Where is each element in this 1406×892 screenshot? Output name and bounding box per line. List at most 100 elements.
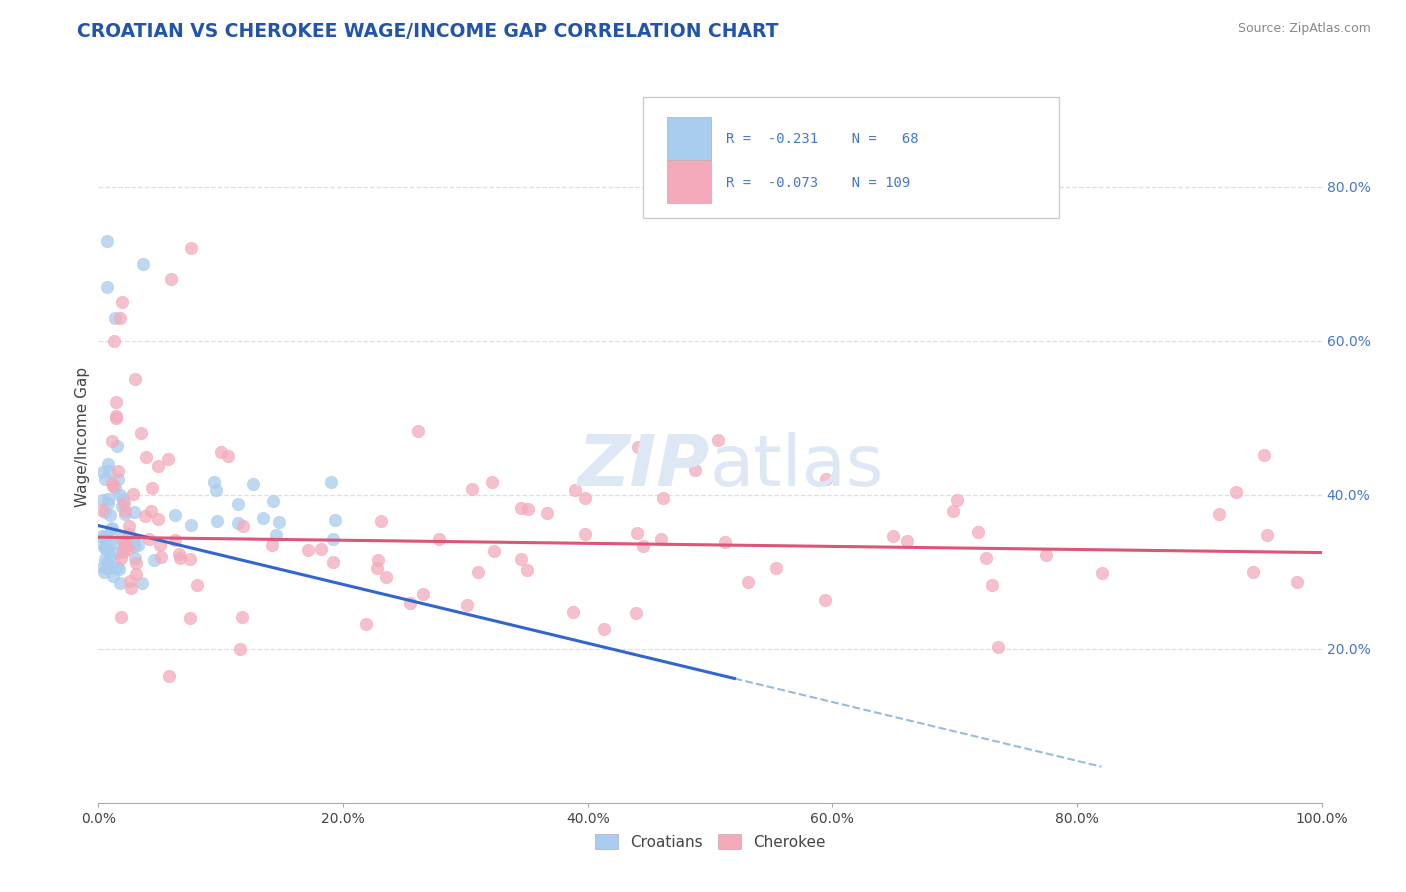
Point: [107, 562, 129, 576]
Point: [135, 450, 157, 465]
Point: [107, 472, 129, 486]
Point: [97, 496, 120, 510]
Point: [482, 544, 505, 558]
Point: [96, 234, 118, 248]
Point: [564, 483, 586, 497]
Point: [202, 475, 225, 489]
Point: [93, 465, 115, 479]
Point: [97, 457, 120, 471]
Point: [229, 642, 252, 657]
Point: [104, 310, 127, 325]
Point: [367, 552, 389, 566]
Point: [814, 472, 837, 486]
Point: [105, 559, 128, 574]
Point: [516, 564, 538, 578]
Point: [651, 491, 673, 505]
Point: [112, 491, 135, 506]
Point: [707, 434, 730, 448]
Point: [125, 556, 148, 570]
Point: [114, 508, 136, 522]
Point: [101, 434, 124, 448]
Y-axis label: Wage/Income Gap: Wage/Income Gap: [75, 367, 90, 508]
Point: [631, 539, 654, 553]
Point: [456, 598, 478, 612]
FancyBboxPatch shape: [668, 118, 711, 161]
Point: [325, 513, 347, 527]
Point: [882, 528, 904, 542]
Point: [100, 560, 122, 574]
Point: [217, 450, 239, 464]
Point: [93, 541, 115, 556]
Point: [105, 439, 128, 453]
Point: [186, 578, 208, 592]
Point: [814, 593, 837, 607]
Point: [252, 510, 274, 524]
Point: [297, 543, 319, 558]
Point: [260, 538, 283, 552]
Point: [412, 586, 434, 600]
Point: [97, 464, 120, 478]
Point: [97, 492, 120, 507]
Point: [399, 596, 422, 610]
Point: [232, 518, 254, 533]
Point: [118, 574, 141, 589]
Point: [167, 547, 190, 561]
Point: [122, 539, 145, 553]
Point: [179, 611, 201, 625]
Point: [96, 529, 118, 543]
Point: [942, 504, 965, 518]
Point: [94, 552, 117, 566]
Point: [481, 475, 503, 489]
Point: [967, 525, 990, 540]
Point: [104, 481, 127, 495]
Text: CROATIAN VS CHEROKEE WAGE/INCOME GAP CORRELATION CHART: CROATIAN VS CHEROKEE WAGE/INCOME GAP COR…: [77, 22, 779, 41]
Point: [134, 509, 156, 524]
Legend: Croatians, Cherokee: Croatians, Cherokee: [588, 826, 832, 857]
Point: [98, 508, 121, 522]
Point: [96, 541, 118, 556]
Point: [714, 535, 737, 549]
Point: [139, 504, 162, 518]
Point: [683, 463, 706, 477]
Point: [180, 242, 202, 256]
Point: [129, 426, 152, 441]
Point: [138, 532, 160, 546]
Point: [309, 541, 332, 556]
Point: [127, 538, 149, 552]
Point: [104, 409, 127, 423]
Point: [96, 555, 118, 569]
Point: [94, 472, 117, 486]
Text: ZIP: ZIP: [578, 432, 710, 500]
Point: [1285, 574, 1308, 589]
Point: [94, 541, 117, 556]
Point: [94, 505, 117, 519]
Point: [148, 458, 170, 473]
Point: [765, 561, 787, 575]
Point: [120, 582, 142, 596]
Point: [118, 518, 141, 533]
Text: R =  -0.073    N = 109: R = -0.073 N = 109: [725, 177, 910, 190]
Point: [91, 493, 114, 508]
Point: [124, 551, 146, 566]
Point: [110, 575, 132, 590]
Point: [322, 555, 344, 569]
Point: [98, 549, 121, 564]
Point: [322, 533, 344, 547]
Point: [593, 623, 616, 637]
Point: [205, 483, 228, 497]
Point: [319, 475, 342, 490]
Point: [114, 538, 136, 552]
Point: [650, 532, 672, 546]
Point: [124, 372, 146, 386]
Point: [122, 534, 145, 549]
Point: [987, 640, 1010, 654]
Point: [107, 464, 129, 478]
Point: [100, 522, 122, 536]
Point: [974, 551, 997, 566]
Point: [169, 551, 191, 566]
Point: [101, 521, 124, 535]
Point: [103, 536, 125, 550]
Point: [101, 569, 124, 583]
Point: [516, 502, 538, 516]
Point: [163, 508, 186, 522]
